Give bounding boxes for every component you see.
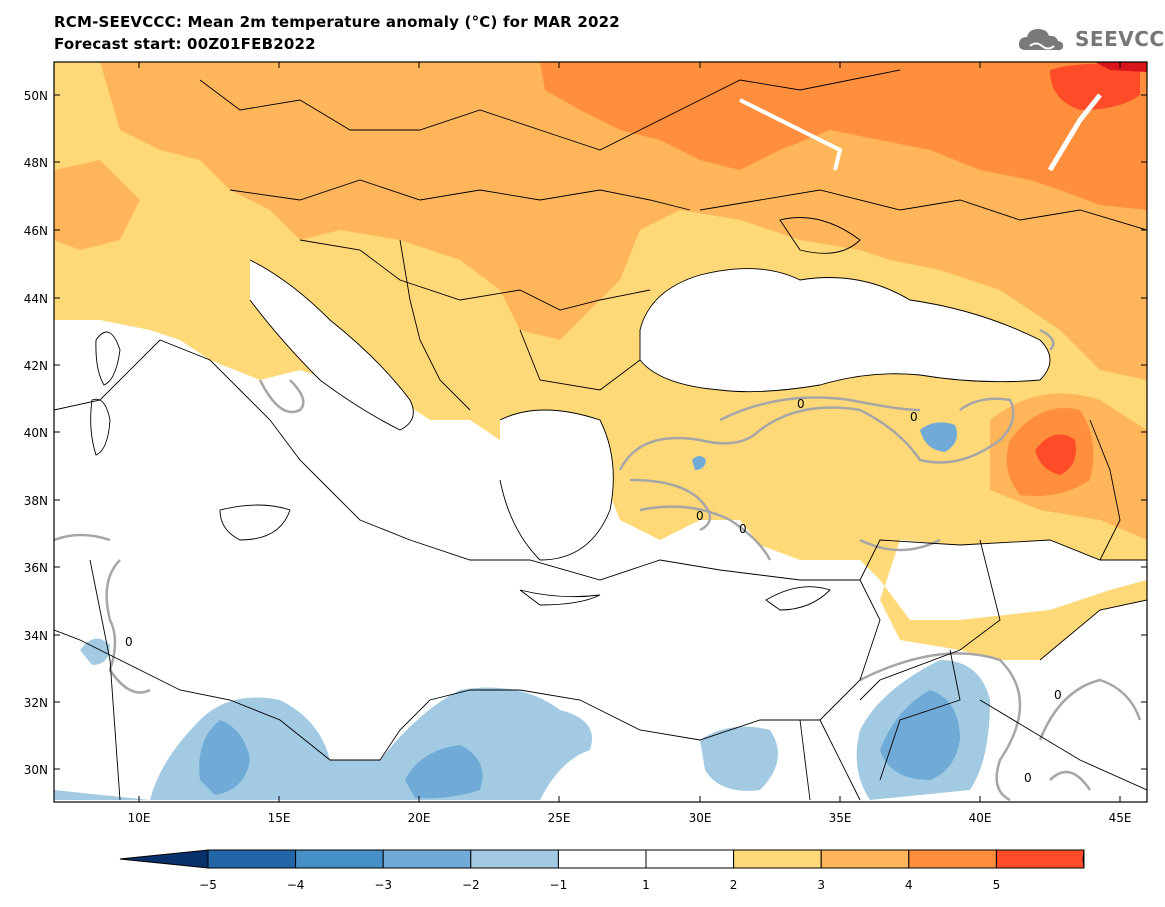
neg-anomaly-2 [199,720,250,795]
neg-anomaly-8 [920,422,958,452]
anomaly-area-2 [100,62,1147,380]
latitude-axis: 50N 48N 46N 44N 42N 40N 38N 36N 34N 32N 30N [24,89,1147,777]
contour-label: 0 [125,635,133,649]
lat-label: 44N [24,292,48,306]
contour-label: 0 [797,397,805,411]
contour-label: 0 [1024,771,1032,785]
zero-contours [54,328,1142,802]
neg-anomaly-9 [692,456,706,470]
colorbar-segment [295,849,384,869]
colorbar-segment [382,849,472,869]
contour-label: 0 [910,410,918,424]
colorbar-label: 3 [817,878,825,892]
colorbar-left-arrow [119,849,209,869]
lon-label: 20E [408,811,431,825]
mediterranean-sea [54,340,880,760]
neg-anomaly-4 [700,726,778,791]
black-sea [640,268,1050,392]
lon-label: 15E [268,811,291,825]
map-field: 0 0 0 0 0 0 0 [54,62,1147,802]
anomaly-area-3 [540,62,1147,210]
lat-label: 36N [24,561,48,575]
aegean-sea [500,410,614,560]
lat-label: 48N [24,156,48,170]
lon-label: 10E [128,811,151,825]
lon-label: 25E [548,811,571,825]
lat-label: 40N [24,426,48,440]
colorbar-label: 4 [905,878,913,892]
borders [54,69,1147,801]
map-title: RCM-SEEVCCC: Mean 2m temperature anomaly… [54,13,620,31]
colorbar-label: 5 [993,878,1001,892]
lon-label: 40E [969,811,992,825]
lat-label: 46N [24,224,48,238]
colorbar-segment [470,849,559,869]
lat-label: 50N [24,89,48,103]
colorbar-label: −3 [374,878,392,892]
lon-label: 45E [1109,811,1132,825]
anomaly-area-5 [1095,62,1147,72]
cloud-icon [1018,29,1064,51]
lat-label: 32N [24,696,48,710]
colorbar-segment [995,849,1085,869]
colorbar-segment [557,849,647,869]
lat-label: 38N [24,494,48,508]
anomaly-area-1b [760,446,895,511]
colorbar-right-arrow [1082,849,1085,869]
anomaly-area-2b [54,160,140,250]
lat-label: 42N [24,359,48,373]
colorbar-label: −1 [550,878,568,892]
contour-label: 0 [739,522,747,536]
colorbar-label: −5 [199,878,217,892]
neg-anomaly-6 [880,690,960,780]
neg-anomaly-7 [80,638,110,665]
lon-label: 35E [829,811,852,825]
contour-label: 0 [1054,688,1062,702]
colorbar-segment [645,849,735,869]
colorbar-label: 2 [730,878,738,892]
lon-label: 30E [689,811,712,825]
anomaly-area-4 [1050,63,1140,110]
colorbar-segment [207,849,297,869]
anomaly-area-4b [1035,434,1076,475]
adriatic-sea [250,260,414,430]
forecast-start: Forecast start: 00Z01FEB2022 [54,35,316,53]
colorbar-label: −4 [287,878,305,892]
contour-label: 0 [696,509,704,523]
colorbar-label: 1 [642,878,650,892]
longitude-axis: 10E 15E 20E 25E 30E 35E 40E 45E [128,62,1132,825]
logo-text: SEEVCCC [1075,27,1165,51]
neg-anomaly-3 [405,745,483,799]
colorbar-segment [908,849,997,869]
lat-label: 30N [24,763,48,777]
colorbar-segment [733,849,822,869]
lat-label: 34N [24,629,48,643]
colorbar-segment [820,849,910,869]
colorbar-label: −2 [462,878,480,892]
